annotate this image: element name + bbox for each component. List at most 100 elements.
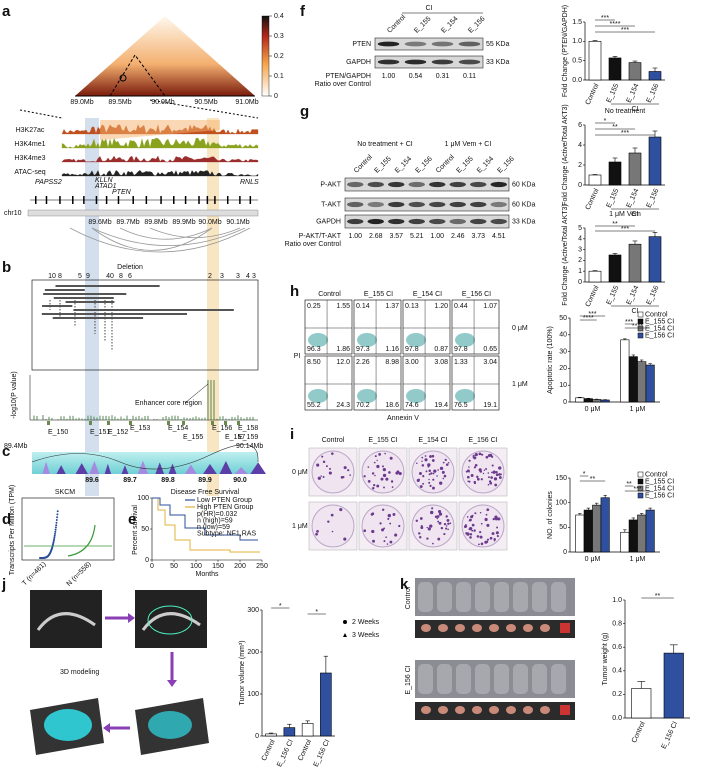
tumor [506, 706, 516, 714]
y-tick-label: 0.5 [572, 58, 582, 65]
column-label: E_155 CI [364, 291, 393, 298]
ideogram [27, 209, 259, 217]
colony [474, 512, 477, 515]
exon [206, 196, 209, 204]
bar [588, 41, 602, 81]
ratio-value: 5.21 [410, 233, 424, 240]
y-tick-label: 0.0 [572, 77, 582, 84]
axis-title: Fold Change (PTEN/GAPDH) [562, 5, 569, 97]
legend-label: Control [645, 471, 668, 478]
panel-label: a [2, 3, 11, 20]
quadrant-value: 1.33 [454, 359, 468, 366]
colony [383, 486, 385, 489]
axis-title: NO. of colonies [547, 491, 554, 539]
sample-dot [54, 526, 57, 529]
blot-band [388, 201, 405, 208]
colony [428, 469, 432, 472]
group-label: CI [632, 211, 639, 218]
ld-block [234, 467, 248, 474]
colony [474, 452, 478, 457]
legend-swatch [637, 492, 644, 499]
bar [583, 509, 593, 553]
colony [343, 537, 347, 541]
survival-curve [152, 497, 260, 553]
colony [363, 529, 367, 533]
y-tick-label: 0 [145, 557, 149, 564]
tumor [472, 706, 482, 714]
lane-label: E_154 [476, 155, 495, 174]
lane-label: E_154 [394, 155, 413, 174]
row-label: E_156 CI [405, 665, 412, 694]
ld-curve [31, 444, 259, 470]
enhancer-box [107, 421, 110, 425]
track-label: H3K27ac [16, 127, 45, 134]
ld-block [203, 463, 217, 474]
colony [443, 532, 446, 536]
panel-label: g [300, 103, 309, 120]
panel-label: f [300, 3, 306, 20]
bar [648, 236, 662, 283]
blot-band [377, 41, 400, 47]
column-label: Control [318, 291, 341, 298]
deletion-label: Deletion [117, 264, 143, 271]
legend-label: 2 Weeks [352, 619, 380, 626]
y-tick-label: 50 [141, 526, 149, 533]
quadrant-value: 1.86 [336, 346, 350, 353]
colony [322, 476, 325, 479]
enhancer-box [237, 421, 240, 425]
quadrant-value: 0.14 [356, 303, 370, 310]
panel-label: i [290, 426, 294, 443]
legend-swatch [637, 311, 644, 318]
colony [371, 472, 375, 475]
coord-tick: 90.0Mb [198, 219, 221, 226]
colony [372, 539, 375, 543]
colony [394, 533, 398, 537]
quadrant-value: 76.5 [454, 402, 468, 409]
colony [398, 471, 402, 476]
plate [361, 450, 405, 494]
exon [59, 196, 61, 204]
colony [482, 472, 485, 475]
colony [418, 478, 420, 481]
genome-tick: 90.0Mb [151, 99, 174, 106]
axis-title: Transcripts Per Million (TPM) [9, 485, 16, 575]
significance: ** [626, 481, 632, 488]
blot-strip [374, 55, 484, 69]
significance: *** [601, 15, 609, 22]
colony [380, 477, 384, 481]
x-label: N (n=558) [66, 561, 93, 588]
colony [486, 508, 490, 512]
sample-dot [52, 539, 55, 542]
colony [474, 463, 478, 467]
panel-label: k [400, 576, 409, 593]
bar [628, 243, 642, 283]
deletion-box [31, 279, 259, 371]
ratio-value: 1.00 [430, 233, 444, 240]
quadrant-value: 3.04 [483, 359, 497, 366]
chart-title: No treatment [605, 108, 646, 115]
colony [316, 463, 320, 467]
y-tick-label: 50 [559, 524, 567, 531]
colony [445, 515, 448, 518]
blot-band [490, 201, 507, 208]
colony [473, 529, 476, 532]
bar [592, 504, 602, 553]
colony [376, 459, 378, 462]
colony [468, 480, 471, 483]
genome-tick: 89.0Mb [70, 99, 93, 106]
y-tick-label: 150 [555, 475, 567, 482]
significance: ** [590, 476, 596, 483]
significance: * [604, 118, 607, 125]
quadrant-value: 3.08 [434, 359, 448, 366]
colony [443, 522, 447, 526]
x-tick-label: E_156 CI [276, 739, 295, 768]
enhancer-label: E_150 [48, 429, 68, 436]
colony [419, 535, 422, 539]
plate [361, 504, 405, 548]
ld-block [219, 460, 233, 474]
bar [320, 672, 332, 737]
colony [385, 477, 389, 481]
blot-strip [344, 197, 510, 212]
colony [472, 455, 474, 457]
gene-label: RNLS [240, 179, 259, 186]
